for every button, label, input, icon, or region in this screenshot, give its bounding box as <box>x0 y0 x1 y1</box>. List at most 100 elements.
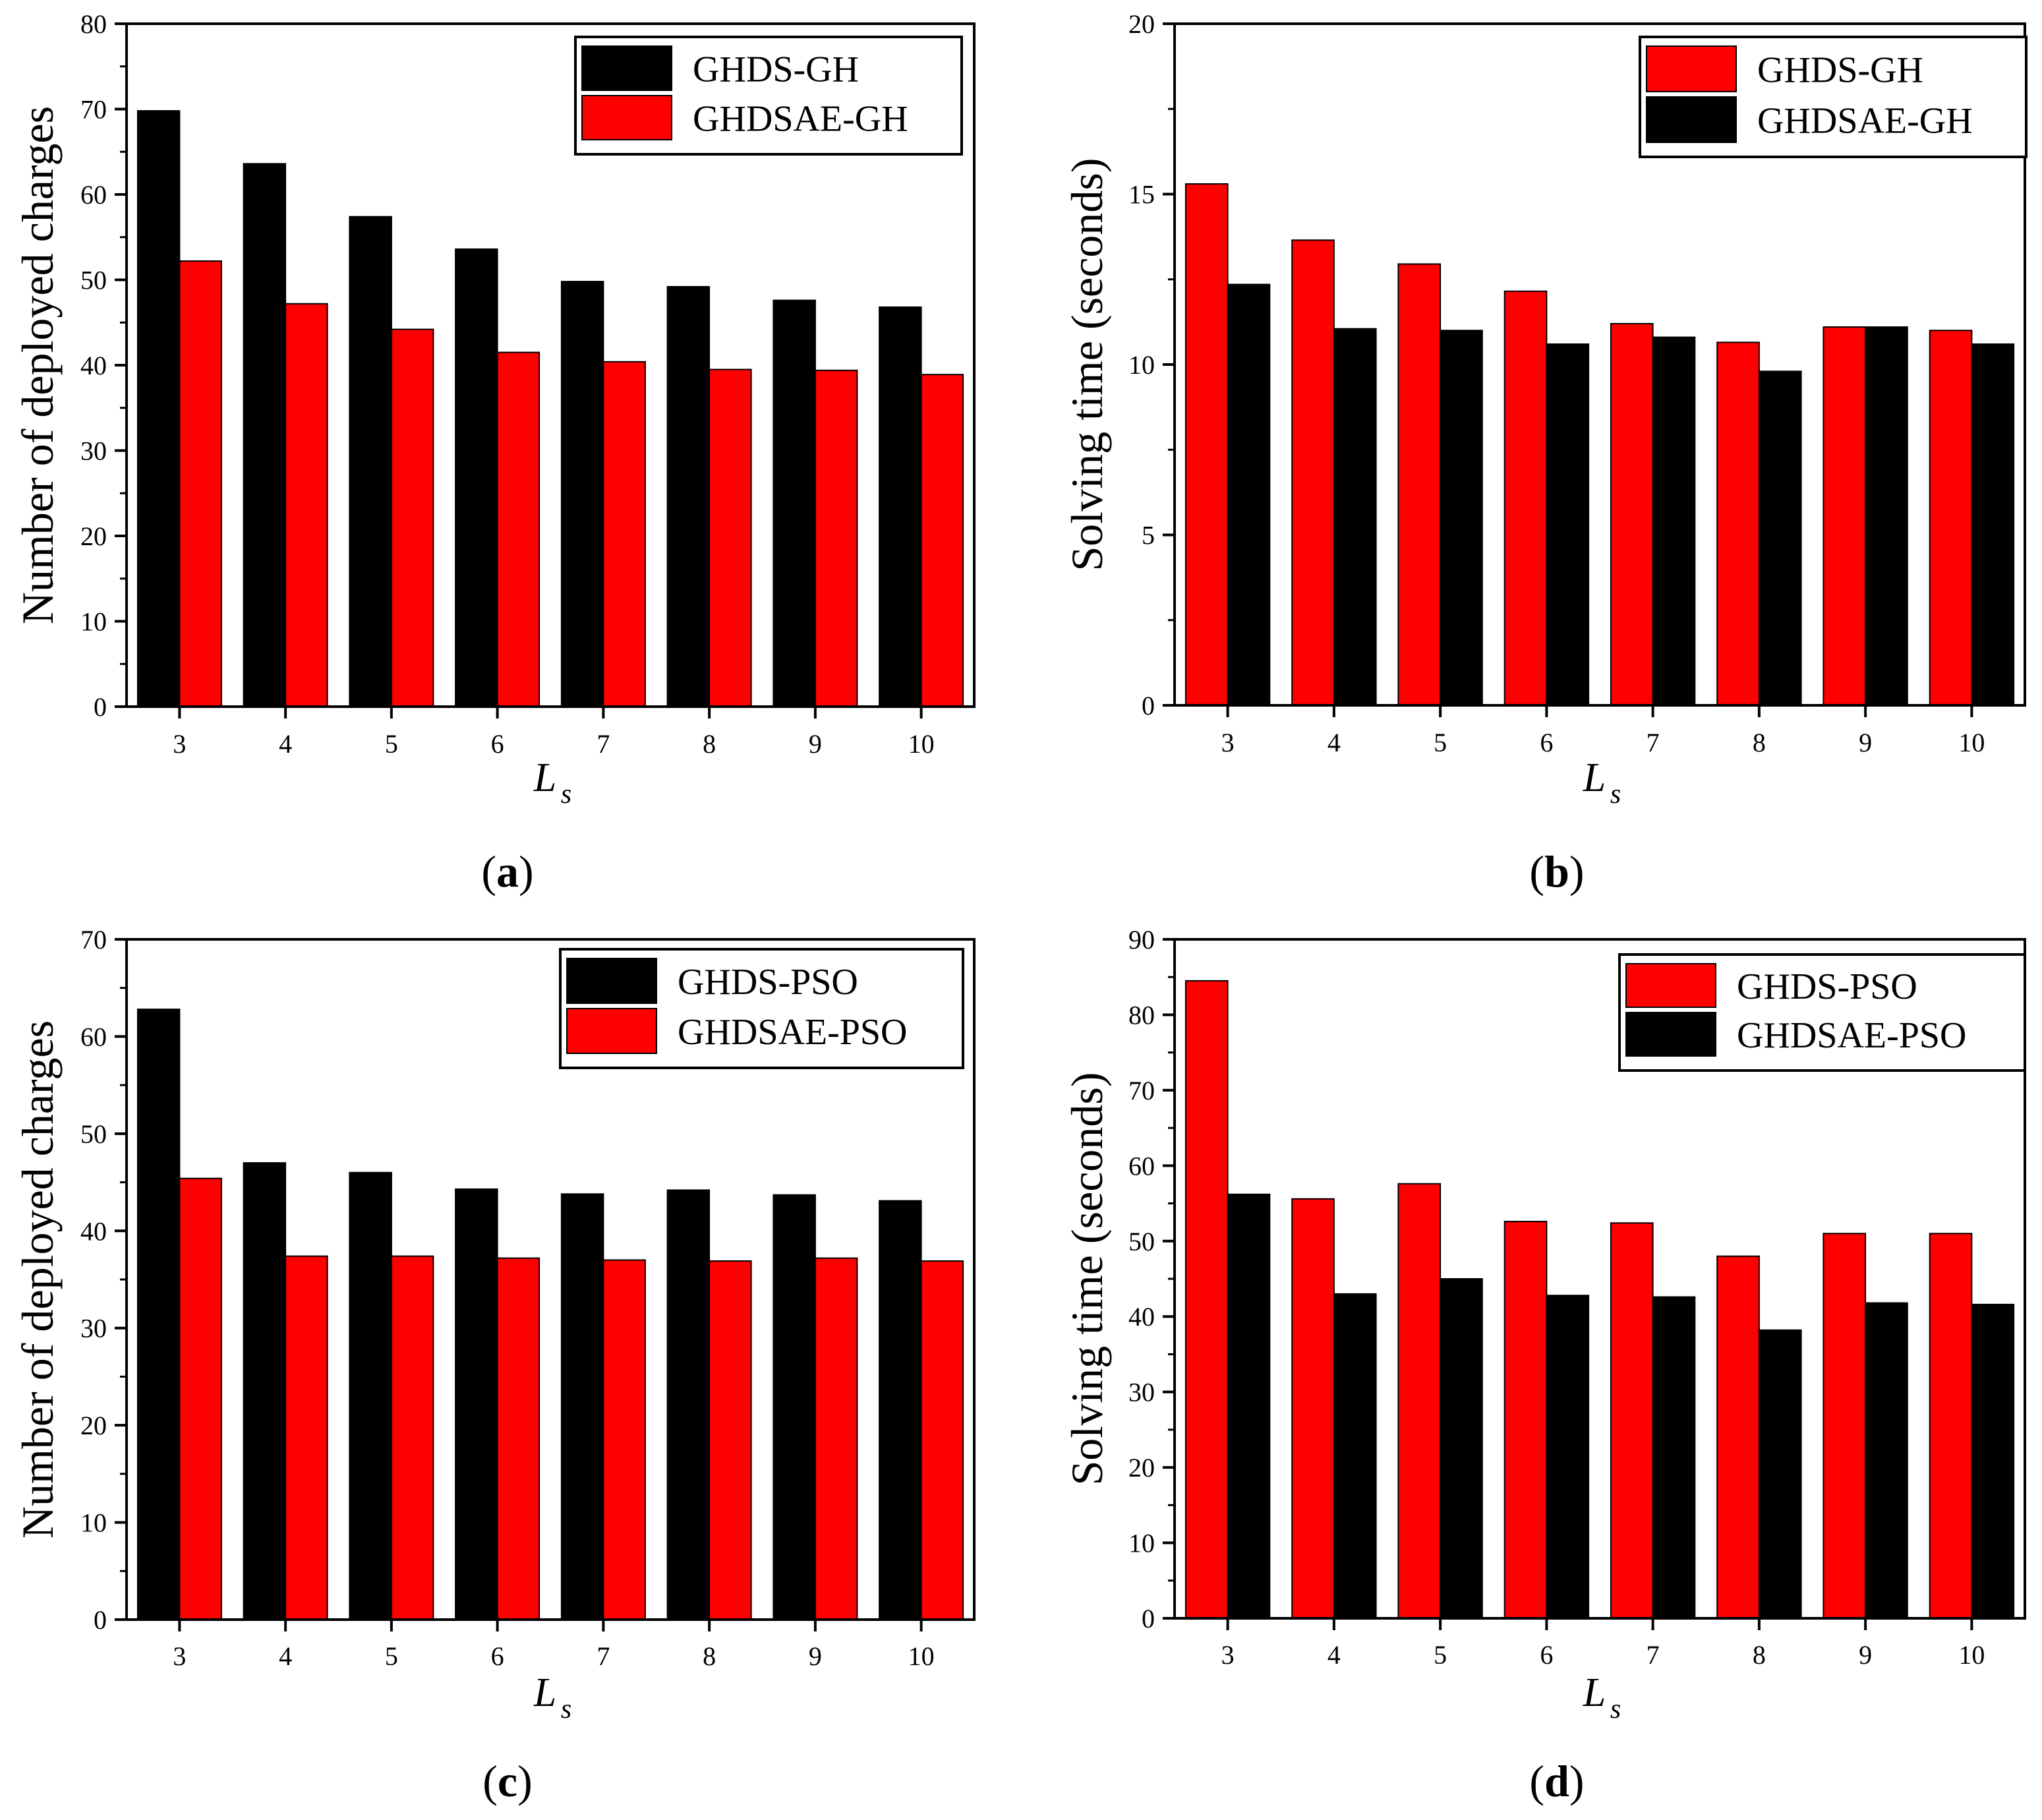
bar-ghds-pso-8 <box>1716 1255 1760 1619</box>
x-axis-label: L <box>533 1670 556 1715</box>
x-tick-label: 10 <box>908 729 935 759</box>
y-tick-label: 70 <box>80 925 107 954</box>
legend: GHDS-GH GHDSAE-GH <box>574 36 963 156</box>
bar-ghdsae-gh-3 <box>179 260 222 707</box>
bar-ghdsae-pso-10 <box>920 1260 964 1620</box>
x-tick-label: 10 <box>908 1641 935 1671</box>
x-tick-label: 8 <box>703 1641 716 1671</box>
y-axis-label: Number of deployed charges <box>13 106 63 624</box>
bar-ghdsae-pso-7 <box>602 1259 646 1620</box>
bar-ghdsae-gh-4 <box>285 303 328 707</box>
y-tick-label: 40 <box>1128 1302 1155 1332</box>
bar-ghdsae-gh-5 <box>1440 330 1483 706</box>
y-tick-label: 60 <box>80 180 107 210</box>
bar-ghds-gh-9 <box>773 299 816 708</box>
y-tick-label: 5 <box>1142 521 1155 550</box>
x-tick-label: 5 <box>385 729 398 759</box>
chart-panel-a: 0 10 20 30 40 50 60 70 80 3 4 5 6 7 8 9 10 Number of depl… <box>13 9 976 896</box>
bar-ghds-gh-6 <box>1503 290 1548 706</box>
x-axis-label-subscript: s <box>1610 1694 1621 1724</box>
bar-ghdsae-pso-10 <box>1971 1303 2015 1620</box>
x-tick-label: 6 <box>491 1641 504 1671</box>
caption-close-paren: ) <box>1569 1756 1585 1806</box>
bar-ghdsae-pso-3 <box>179 1177 222 1620</box>
caption-letter: c <box>498 1756 517 1806</box>
x-axis-label: L <box>1583 755 1606 800</box>
y-tick-label: 10 <box>1128 1529 1155 1558</box>
y-tick-label: 40 <box>80 1216 107 1246</box>
bar-ghdsae-gh-5 <box>390 328 434 708</box>
legend-label-ghds-gh: GHDS-GH <box>693 49 859 90</box>
y-axis-label: Solving time (seconds) <box>1062 158 1112 571</box>
y-tick-label: 50 <box>80 1119 107 1149</box>
caption-close-paren: ) <box>517 1756 533 1806</box>
x-tick-label: 6 <box>1540 1640 1553 1670</box>
bar-ghds-pso-8 <box>666 1189 711 1620</box>
bar-ghds-pso-6 <box>1503 1221 1548 1619</box>
panel-caption: (b) <box>1529 846 1584 896</box>
bar-ghdsae-gh-8 <box>709 368 752 707</box>
bar-ghds-pso-4 <box>1291 1198 1335 1619</box>
bar-ghdsae-gh-8 <box>1758 370 1802 706</box>
caption-open-paren: ( <box>1529 846 1544 896</box>
legend-swatch-ghdsae-gh <box>1646 96 1737 143</box>
x-tick-label: 7 <box>1647 1640 1660 1670</box>
legend-label-ghds-pso: GHDS-PSO <box>678 962 858 1003</box>
x-axis-label: L <box>1583 1670 1606 1715</box>
y-tick-label: 30 <box>1128 1378 1155 1407</box>
y-tick-label: 0 <box>94 692 107 722</box>
y-tick-label: 70 <box>1128 1076 1155 1105</box>
bar-ghdsae-pso-8 <box>1758 1329 1802 1620</box>
y-tick-label: 10 <box>1128 350 1155 380</box>
x-tick-label: 5 <box>1434 728 1447 757</box>
bar-ghds-pso-3 <box>136 1009 181 1620</box>
x-tick-label: 4 <box>1327 728 1341 757</box>
caption-close-paren: ) <box>519 846 534 896</box>
bar-ghdsae-gh-9 <box>814 369 858 707</box>
bar-ghds-gh-5 <box>349 216 392 707</box>
bar-ghds-pso-6 <box>455 1188 498 1620</box>
bar-ghds-gh-6 <box>455 248 498 707</box>
x-tick-label: 3 <box>173 729 186 759</box>
x-tick-label: 8 <box>703 729 716 759</box>
bar-ghds-gh-10 <box>1929 330 1973 706</box>
caption-open-paren: ( <box>481 846 496 896</box>
legend: GHDS-PSO GHDSAE-PSO <box>1618 953 2026 1072</box>
caption-open-paren: ( <box>482 1756 498 1806</box>
legend-swatch-ghds-gh <box>581 45 672 91</box>
legend-label-ghds-pso: GHDS-PSO <box>1737 966 1917 1007</box>
bar-ghds-gh-10 <box>879 306 922 707</box>
bar-ghds-pso-9 <box>1823 1233 1867 1620</box>
bar-ghds-gh-8 <box>1716 341 1760 706</box>
bar-ghdsae-gh-3 <box>1227 283 1271 706</box>
chart-panel-b: 0 5 10 15 20 3 4 5 6 7 8 9 10 Solving time (seconds) L… <box>1062 9 2027 896</box>
x-tick-label: 5 <box>1434 1640 1447 1670</box>
x-axis-label-subscript: s <box>1610 779 1621 809</box>
bar-ghdsae-gh-6 <box>1546 343 1590 706</box>
x-tick-label: 3 <box>173 1641 186 1671</box>
chart-panel-c: 0 10 20 30 40 50 60 70 3 4 5 6 7 8 9 10 Number of deploy… <box>13 925 976 1806</box>
x-tick-label: 9 <box>809 729 822 759</box>
bar-ghdsae-pso-3 <box>1227 1193 1271 1620</box>
bar-ghds-gh-4 <box>1291 239 1335 706</box>
bar-ghds-pso-10 <box>879 1200 922 1620</box>
y-tick-label: 0 <box>1142 1604 1155 1633</box>
x-tick-label: 4 <box>1327 1640 1341 1670</box>
x-tick-label: 9 <box>1859 1640 1872 1670</box>
y-tick-label: 0 <box>94 1605 107 1635</box>
y-tick-label: 10 <box>80 1508 107 1538</box>
bar-ghds-pso-7 <box>1610 1222 1654 1620</box>
x-tick-label: 7 <box>1647 728 1660 757</box>
x-tick-label: 7 <box>597 1641 610 1671</box>
caption-letter: b <box>1544 846 1569 896</box>
bar-ghdsae-pso-5 <box>390 1255 434 1620</box>
y-tick-label: 60 <box>80 1022 107 1051</box>
legend-swatch-ghds-gh <box>1646 45 1737 92</box>
legend-label-ghdsae-pso: GHDSAE-PSO <box>1737 1015 1967 1056</box>
y-tick-label: 40 <box>80 351 107 380</box>
caption-close-paren: ) <box>1569 846 1585 896</box>
y-tick-label: 15 <box>1128 180 1155 210</box>
y-tick-label: 30 <box>80 436 107 466</box>
x-tick-label: 10 <box>1958 1640 1985 1670</box>
legend-label-ghdsae-pso: GHDSAE-PSO <box>678 1012 908 1053</box>
